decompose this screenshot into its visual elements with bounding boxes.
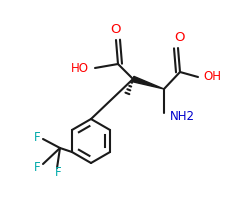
Text: F: F (34, 131, 41, 144)
Text: OH: OH (203, 71, 221, 84)
Text: HO: HO (71, 62, 89, 74)
Text: O: O (110, 23, 120, 36)
Text: F: F (34, 161, 41, 174)
Text: NH2: NH2 (170, 110, 195, 123)
Polygon shape (132, 76, 164, 89)
Text: O: O (174, 31, 184, 44)
Text: F: F (55, 166, 61, 180)
